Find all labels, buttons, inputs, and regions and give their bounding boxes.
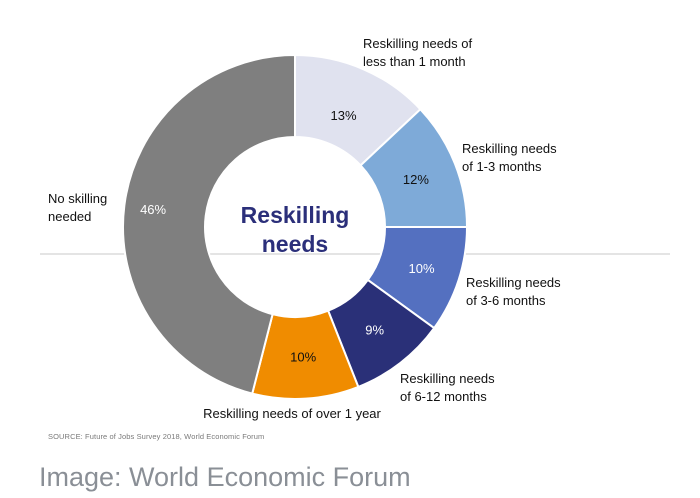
category-label-line: of 6-12 months (400, 389, 487, 404)
center-title: Reskilling needs (241, 202, 350, 257)
slice-no-skilling-needed (122, 53, 296, 395)
category-label-line: less than 1 month (363, 54, 466, 69)
category-label-line: of 1-3 months (462, 159, 542, 174)
category-label-3-6-months: Reskilling needs of 3-6 months (466, 275, 561, 308)
center-title-line-1: Reskilling (241, 202, 350, 228)
category-label-line: needed (48, 209, 91, 224)
center-title-line-2: needs (262, 231, 328, 257)
category-label-1-3-months: Reskilling needs of 1-3 months (462, 141, 557, 174)
value-labels-group: 13% 12% 10% 9% 10% 46% (140, 108, 435, 365)
value-label-1-3-months: 12% (403, 172, 429, 187)
category-label-line: Reskilling needs (466, 275, 561, 290)
value-label-3-6-months: 10% (408, 261, 434, 276)
value-label-6-12-months: 9% (365, 323, 384, 338)
category-label-less-than-1-month: Reskilling needs of less than 1 month (363, 36, 473, 69)
category-label-over-1-year: Reskilling needs of over 1 year (203, 406, 381, 421)
category-label-no-skilling-needed: No skilling needed (48, 191, 107, 224)
category-label-line: of 3-6 months (466, 293, 546, 308)
category-label-line: Reskilling needs (462, 141, 557, 156)
category-label-line: Reskilling needs (400, 371, 495, 386)
image-credit: Image: World Economic Forum (39, 462, 411, 492)
value-label-over-1-year: 10% (290, 350, 316, 365)
source-note: SOURCE: Future of Jobs Survey 2018, Worl… (48, 432, 265, 441)
category-labels-group: Reskilling needs of less than 1 monthResk… (48, 36, 561, 421)
value-label-less-than-1-month: 13% (330, 108, 356, 123)
category-label-line: No skilling (48, 191, 107, 206)
category-label-line: Reskilling needs of over 1 year (203, 406, 381, 421)
category-label-line: Reskilling needs of (363, 36, 473, 51)
slices-group (122, 53, 469, 400)
value-label-no-skilling-needed: 46% (140, 202, 166, 217)
category-label-6-12-months: Reskilling needs of 6-12 months (400, 371, 495, 404)
